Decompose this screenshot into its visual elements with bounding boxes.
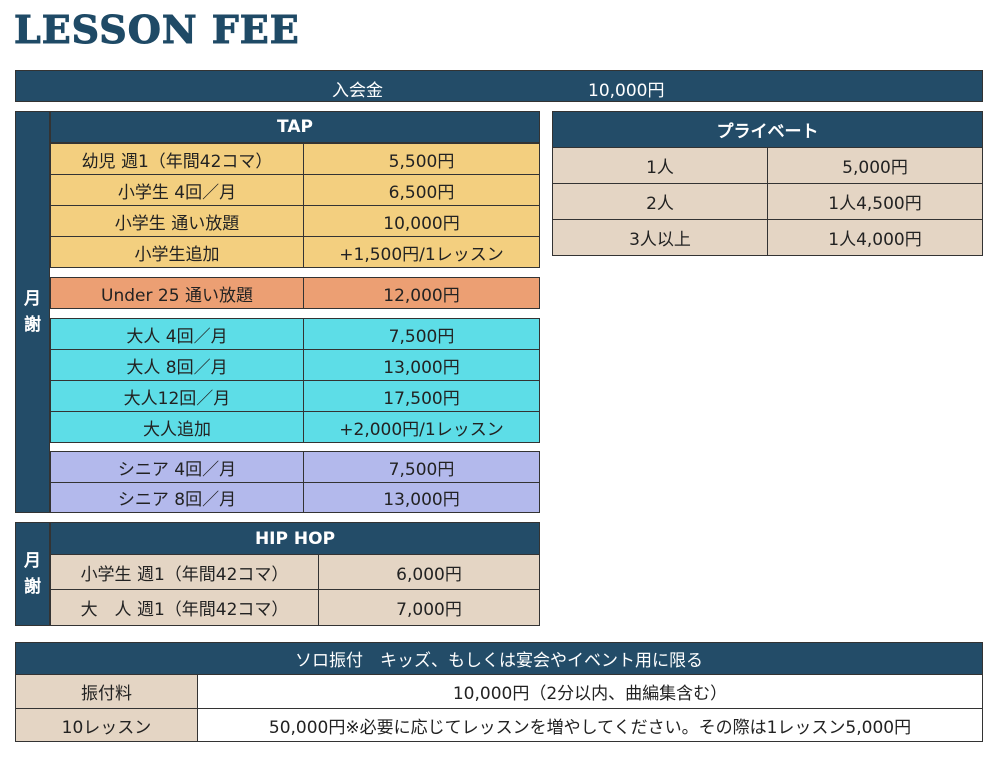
tap-row-price: 6,500円 — [303, 174, 540, 206]
hiphop-header: HIP HOP — [50, 522, 540, 555]
monthly-label-line2: 謝 — [24, 577, 41, 597]
tap-row-label: 大人追加 — [50, 411, 304, 443]
tap-row-price: +2,000円/1レッスン — [303, 411, 540, 443]
tap-row-label: シニア 4回／月 — [50, 451, 304, 483]
tap-row-label: 小学生 通い放題 — [50, 205, 304, 237]
tap-row-price: 7,500円 — [303, 318, 540, 350]
private-row-price: 1人4,500円 — [767, 183, 983, 220]
page-title: LESSON FEE — [14, 7, 300, 53]
private-row-label: 2人 — [552, 183, 768, 220]
tap-row-price: +1,500円/1レッスン — [303, 236, 540, 268]
tap-row-label: 小学生追加 — [50, 236, 304, 268]
tap-row-label: 大人 8回／月 — [50, 349, 304, 381]
tap-row-label: 小学生 4回／月 — [50, 174, 304, 206]
hiphop-monthly-label: 月 謝 — [15, 522, 50, 626]
tap-monthly-label: 月 謝 — [15, 111, 50, 513]
tap-row-label: 大人 4回／月 — [50, 318, 304, 350]
private-row-price: 1人4,000円 — [767, 219, 983, 256]
tap-row-price: 17,500円 — [303, 380, 540, 412]
admission-label: 入会金 — [332, 81, 383, 101]
admission-price: 10,000円 — [588, 81, 665, 101]
hiphop-row-label: 大 人 週1（年間42コマ） — [50, 589, 319, 626]
monthly-label-line1: 月 — [24, 289, 41, 309]
tap-row-label: 大人12回／月 — [50, 380, 304, 412]
solo-header: ソロ振付 キッズ、もしくは宴会やイベント用に限る — [15, 642, 983, 675]
tap-row-price: 5,500円 — [303, 143, 540, 175]
private-row-price: 5,000円 — [767, 147, 983, 184]
tap-row-price: 12,000円 — [303, 277, 540, 309]
solo-row-label: 振付料 — [15, 674, 198, 709]
monthly-label-line2: 謝 — [24, 315, 41, 335]
private-header: プライベート — [552, 111, 983, 148]
solo-row-price: 10,000円（2分以内、曲編集含む） — [197, 674, 983, 709]
tap-row-price: 13,000円 — [303, 482, 540, 513]
hiphop-row-price: 6,000円 — [318, 554, 540, 590]
private-row-label: 1人 — [552, 147, 768, 184]
admission-fee-bar: 入会金 10,000円 — [15, 70, 983, 102]
private-row-label: 3人以上 — [552, 219, 768, 256]
tap-row-price: 13,000円 — [303, 349, 540, 381]
tap-row-label: Under 25 通い放題 — [50, 277, 304, 309]
solo-row-label: 10レッスン — [15, 708, 198, 742]
tap-row-label: シニア 8回／月 — [50, 482, 304, 513]
tap-row-price: 10,000円 — [303, 205, 540, 237]
tap-row-price: 7,500円 — [303, 451, 540, 483]
solo-row-price: 50,000円※必要に応じてレッスンを増やしてください。その際は1レッスン5,0… — [197, 708, 983, 742]
hiphop-row-price: 7,000円 — [318, 589, 540, 626]
hiphop-row-label: 小学生 週1（年間42コマ） — [50, 554, 319, 590]
tap-header: TAP — [50, 111, 540, 143]
tap-row-label: 幼児 週1（年間42コマ） — [50, 143, 304, 175]
monthly-label-line1: 月 — [24, 551, 41, 571]
